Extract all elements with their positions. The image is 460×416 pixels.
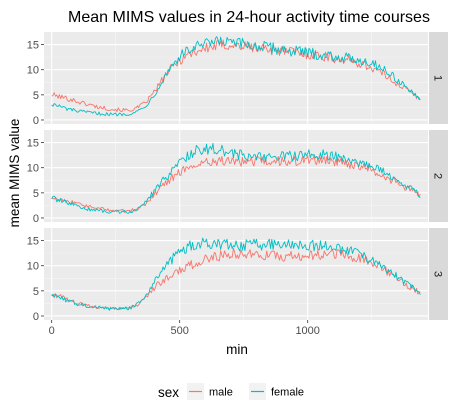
- x-tick-label: 500: [171, 325, 189, 337]
- y-tick-label: 15: [27, 138, 39, 150]
- facet-strip-label: 3: [432, 271, 444, 277]
- x-tick-label: 1000: [295, 325, 319, 337]
- y-tick-label: 5: [33, 90, 39, 102]
- legend-item-male: male: [187, 383, 233, 400]
- legend-item-female: female: [249, 383, 304, 400]
- legend-label: male: [209, 387, 233, 399]
- y-tick-label: 10: [27, 65, 39, 77]
- y-axis-title: mean MIMS value: [7, 119, 22, 228]
- x-axis: 0 500 1000: [49, 320, 320, 337]
- y-tick-label: 0: [33, 311, 39, 323]
- facet-panel-1: 0 5 10 15 1: [27, 32, 448, 127]
- y-tick-label: 5: [33, 188, 39, 200]
- facet-strip-label: 2: [432, 173, 444, 179]
- x-tick-label: 0: [49, 325, 55, 337]
- facet-strip-label: 1: [432, 75, 444, 81]
- y-tick-label: 0: [33, 115, 39, 127]
- panel-background: [44, 130, 428, 222]
- y-tick-label: 5: [33, 286, 39, 298]
- legend: sex male female: [158, 383, 304, 400]
- legend-label: female: [271, 387, 304, 399]
- legend-title: sex: [158, 385, 179, 400]
- y-tick-label: 0: [33, 213, 39, 225]
- y-tick-label: 15: [27, 40, 39, 52]
- facet-panel-3: 0 5 10 15 3: [27, 228, 448, 323]
- x-axis-title: min: [226, 342, 248, 357]
- y-tick-label: 10: [27, 261, 39, 273]
- y-tick-label: 15: [27, 236, 39, 248]
- chart-title: Mean MIMS values in 24-hour activity tim…: [68, 9, 430, 26]
- y-tick-label: 10: [27, 163, 39, 175]
- facet-panel-2: 0 5 10 15 2: [27, 130, 448, 225]
